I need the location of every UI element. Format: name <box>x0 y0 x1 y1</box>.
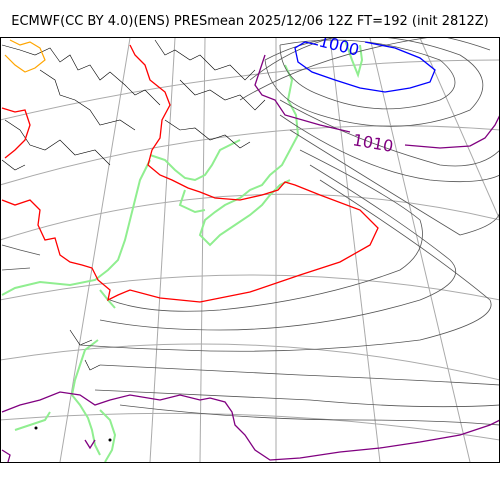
station-marker <box>34 426 38 430</box>
coastlines <box>1 39 364 462</box>
isobar-label-1010: 1010 <box>351 130 394 156</box>
isobar-1000 <box>294 41 436 93</box>
map-title: ECMWF(CC BY 4.0)(ENS) PRESmean 2025/12/0… <box>11 14 489 29</box>
isobar-1020 <box>1 44 379 303</box>
graticule-lines <box>1 38 499 462</box>
warm-contour <box>4 39 46 73</box>
terrain-contours <box>1 39 266 371</box>
isobars-thin <box>1 38 499 426</box>
isobar-1010 <box>1 54 499 462</box>
station-marker <box>108 438 112 442</box>
isobar-label-1000: 1000 <box>317 31 361 59</box>
